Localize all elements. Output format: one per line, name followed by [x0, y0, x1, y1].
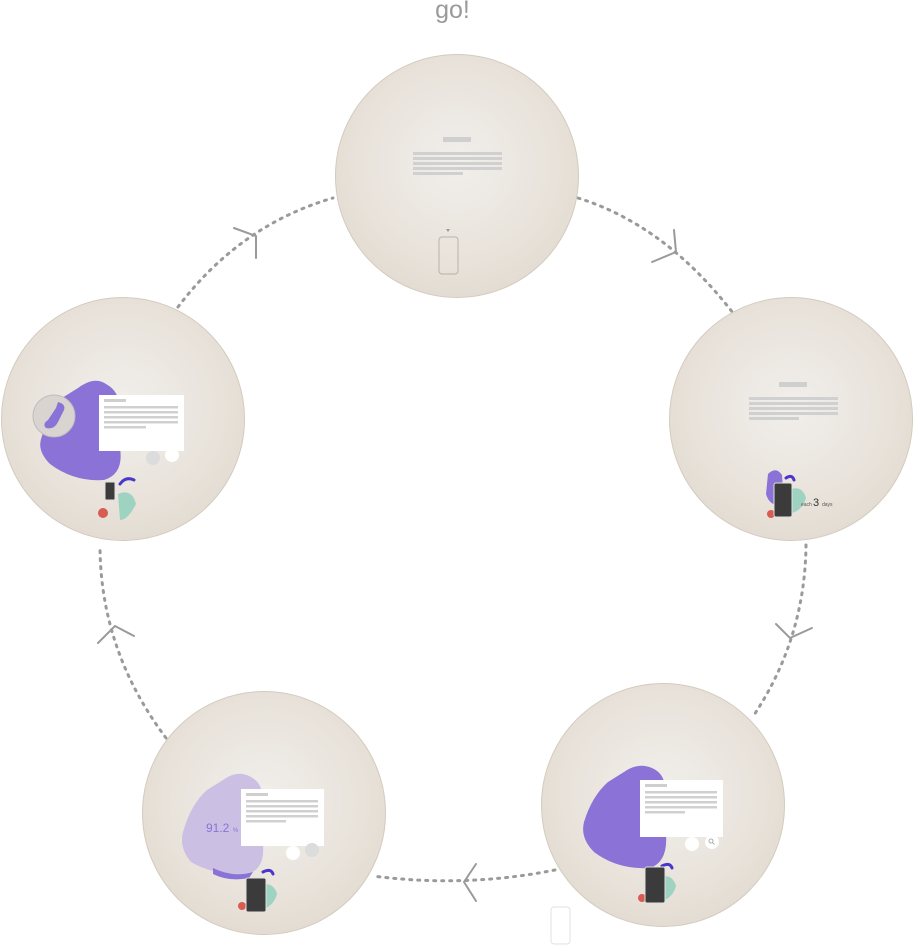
- step-orb-search: [541, 683, 785, 927]
- step-orb-score: 91.2 %: [142, 691, 386, 935]
- arrowhead-1: [651, 229, 677, 263]
- phone-handset-icon: [44, 402, 65, 429]
- metric-value: 91.2: [206, 821, 230, 835]
- arrowhead-2: [775, 623, 813, 639]
- phone-icon: [245, 877, 267, 913]
- phone-icon: [644, 866, 666, 904]
- arrowhead-5: [233, 227, 257, 259]
- connector-step5-step1: [176, 196, 335, 309]
- metric-unit: %: [233, 828, 239, 834]
- counter-suffix: days: [822, 502, 833, 508]
- step-orb-days: each 3 days: [669, 297, 913, 541]
- phone-icon: [104, 481, 116, 501]
- search-icon: [705, 835, 719, 849]
- diagram-title: go!: [435, 0, 470, 24]
- connector-step1-step2: [576, 196, 735, 315]
- counter-value: 3: [813, 497, 819, 509]
- step-orb-call: [1, 297, 245, 541]
- connector-step2-step3: [750, 543, 808, 720]
- counter-prefix: each: [801, 502, 812, 508]
- phone-outline-icon: [438, 236, 459, 275]
- connector-step3-step4: [371, 868, 557, 883]
- phone-icon: [773, 482, 793, 518]
- step-orb-intro: [335, 54, 579, 298]
- arrowhead-4: [97, 625, 135, 644]
- connector-step4-step5: [98, 543, 168, 740]
- arrowhead-3: [463, 863, 477, 902]
